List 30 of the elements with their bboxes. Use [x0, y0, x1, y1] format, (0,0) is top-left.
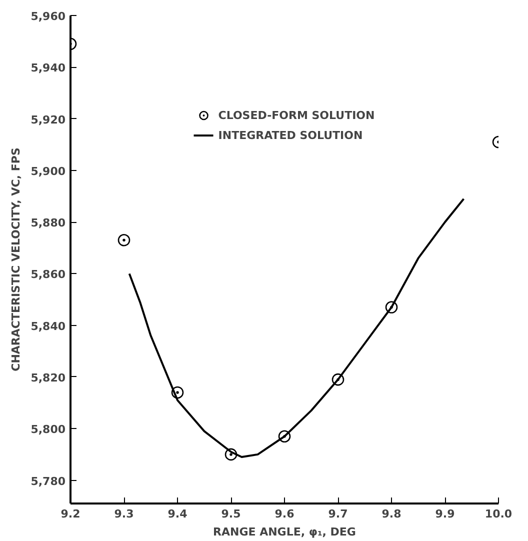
x-tick-label: 10.0 — [484, 508, 512, 520]
x-tick-label: 9.9 — [435, 508, 455, 520]
point — [171, 386, 184, 399]
x-tick-label: 9.3 — [114, 508, 134, 520]
y-tick-label: 5,840 — [30, 320, 66, 333]
point — [385, 301, 398, 314]
x-tick-label: 9.2 — [60, 508, 80, 520]
y-tick-label: 5,880 — [30, 216, 66, 230]
x-tick-label: 9.6 — [274, 508, 295, 520]
y-tick-label: 5,900 — [30, 164, 66, 178]
x-tick-label: 9.4 — [168, 508, 188, 520]
y-tick-label: 5,960 — [30, 10, 66, 23]
x-tick-label: 9.5 — [221, 508, 241, 520]
point — [224, 448, 238, 461]
point — [278, 430, 291, 443]
y-tick-label: 5,860 — [30, 268, 66, 282]
y-tick-label: 5,920 — [30, 113, 66, 126]
y-tick-label: 5,780 — [30, 474, 66, 488]
y-axis-title: CHARACTERISTIC VELOCITY, VC, FPS — [10, 148, 23, 372]
y-tick-label: 5,800 — [30, 423, 66, 436]
line-series — [128, 198, 465, 458]
x-tick-label: 9.7 — [328, 508, 348, 520]
x-axis-title: RANGE ANGLE, φ₁, DEG — [213, 526, 356, 538]
x-tick-label: 9.8 — [382, 508, 402, 520]
legend-label: INTEGRATED SOLUTION — [218, 128, 363, 142]
y-tick-label: 5,820 — [30, 371, 66, 384]
point — [118, 234, 130, 246]
point — [332, 373, 344, 386]
legend-label: CLOSED-FORM SOLUTION — [218, 108, 375, 122]
y-tick-label: 5,940 — [30, 62, 66, 75]
